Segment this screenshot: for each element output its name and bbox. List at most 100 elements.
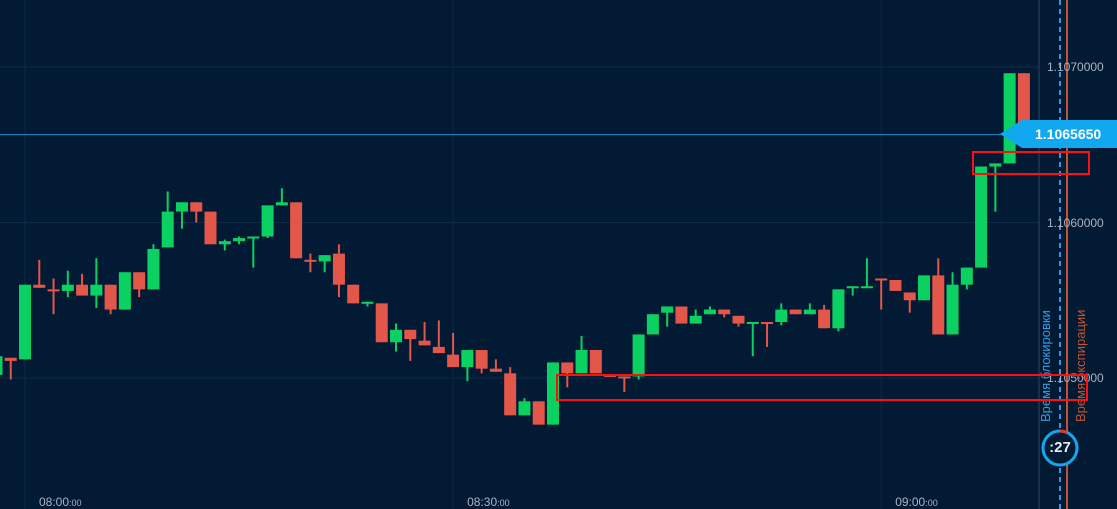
candle-body xyxy=(261,205,274,237)
candle-body xyxy=(104,284,117,310)
current-price-value: 1.1065650 xyxy=(1035,126,1102,142)
candle-body xyxy=(1003,73,1016,164)
candle xyxy=(589,350,602,374)
candle-body xyxy=(632,334,645,377)
candle xyxy=(204,211,217,245)
candle xyxy=(489,359,502,372)
candle-body xyxy=(76,284,89,296)
candle-body xyxy=(1017,73,1030,135)
candle xyxy=(247,236,260,268)
candle-body xyxy=(618,376,631,379)
candle xyxy=(261,205,274,239)
candle-body xyxy=(532,401,545,425)
candle-body xyxy=(903,292,916,301)
candle-body xyxy=(0,356,3,375)
candle xyxy=(1003,73,1016,164)
candle-body xyxy=(404,329,417,340)
candle xyxy=(703,306,716,315)
candle xyxy=(447,332,460,368)
candle xyxy=(161,191,174,248)
candle xyxy=(532,401,545,425)
candle xyxy=(318,255,331,273)
candle-body xyxy=(19,284,31,360)
candle xyxy=(546,362,559,425)
x-tick-label: 08:30:00 xyxy=(467,495,510,509)
candle xyxy=(846,286,859,296)
candle-body xyxy=(860,286,873,289)
candle xyxy=(347,284,360,304)
candle-body xyxy=(518,401,531,416)
candle xyxy=(903,292,916,313)
candle xyxy=(404,329,417,361)
candle xyxy=(575,336,588,374)
candle xyxy=(632,334,645,380)
candle-body xyxy=(646,314,659,335)
x-tick-seconds: :00 xyxy=(69,498,82,508)
candle xyxy=(832,289,845,332)
candle-body xyxy=(218,241,231,245)
candle xyxy=(90,258,103,309)
candle-body xyxy=(575,350,588,374)
candle-body xyxy=(432,346,445,354)
candle-body xyxy=(489,368,502,372)
candle xyxy=(19,284,31,360)
candle-body xyxy=(347,284,360,304)
x-tick-time: 08:30 xyxy=(467,495,498,509)
candle-body xyxy=(718,309,731,315)
candle xyxy=(975,166,988,268)
candle-body xyxy=(318,255,331,262)
current-price-tag: 1.1065650 xyxy=(1000,120,1117,148)
y-tick-label: 1.1070000 xyxy=(1047,60,1104,74)
candle xyxy=(518,398,531,416)
candle-body xyxy=(304,259,317,262)
candle xyxy=(61,270,74,298)
candle xyxy=(675,306,688,324)
candle xyxy=(76,273,89,296)
candle-body xyxy=(789,309,802,315)
candle-body xyxy=(61,284,74,291)
candle xyxy=(290,202,303,259)
candle-body xyxy=(589,350,602,374)
candle xyxy=(375,303,388,343)
price-tag-shape xyxy=(1000,120,1117,148)
candle-body xyxy=(661,306,674,313)
candle xyxy=(932,258,945,335)
candle xyxy=(646,314,659,335)
candle-body xyxy=(875,278,888,281)
candle xyxy=(746,322,759,357)
candle-body xyxy=(233,238,246,242)
candle-body xyxy=(703,309,716,315)
candle-body xyxy=(561,362,574,374)
candle-body xyxy=(147,248,160,290)
highlight-box-upper xyxy=(972,151,1090,175)
candle xyxy=(989,163,1002,212)
candle xyxy=(732,315,745,327)
candle-body xyxy=(918,275,931,301)
candle xyxy=(789,309,802,315)
candle xyxy=(661,306,674,327)
candle-body xyxy=(47,289,60,292)
candle xyxy=(0,356,3,375)
candle-body xyxy=(190,202,203,212)
candle xyxy=(461,350,474,382)
candle xyxy=(275,188,288,206)
candle-body xyxy=(332,253,345,285)
timer-ring-icon xyxy=(1041,429,1079,467)
candle-body xyxy=(832,289,845,329)
candle-body xyxy=(375,303,388,343)
candle xyxy=(332,244,345,298)
x-tick-seconds: :00 xyxy=(497,498,510,508)
candle-body xyxy=(4,357,17,361)
candle xyxy=(33,259,46,288)
candle-body xyxy=(418,340,431,346)
candle-body xyxy=(447,354,460,368)
candle-body xyxy=(846,286,859,289)
candle xyxy=(147,244,160,290)
candle-body xyxy=(33,284,46,288)
x-tick-time: 09:00 xyxy=(895,495,926,509)
candle xyxy=(432,320,445,354)
candle-body xyxy=(675,306,688,324)
x-tick-time: 08:00 xyxy=(39,495,70,509)
candle-body xyxy=(175,202,188,212)
